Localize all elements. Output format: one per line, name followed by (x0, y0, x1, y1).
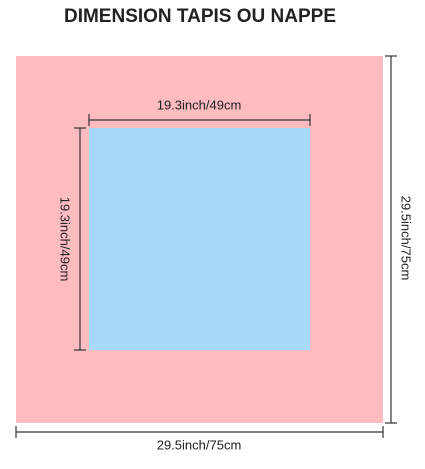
inner-height-dimension (74, 127, 86, 351)
title: DIMENSION TAPIS OU NAPPE (64, 6, 336, 27)
outer-width-label: 29.5inch/75cm (157, 437, 242, 452)
outer-width-dimension (15, 426, 384, 438)
inner-width-label: 19.3inch/49cm (157, 97, 242, 112)
inner-width-dimension (88, 114, 311, 126)
outer-height-label: 29.5inch/75cm (399, 196, 414, 281)
inner-rect (89, 128, 310, 350)
outer-height-dimension (385, 55, 397, 424)
inner-height-label: 19.3inch/49cm (58, 197, 73, 282)
